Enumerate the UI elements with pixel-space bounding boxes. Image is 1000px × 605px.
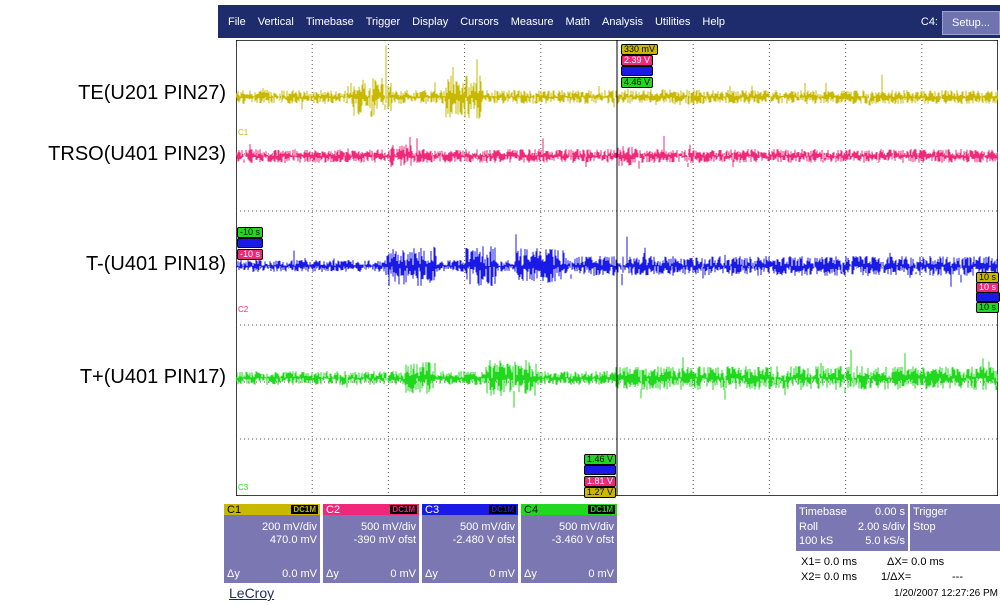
tag-c3-top (621, 66, 653, 76)
channel-c2-header: C2 DC1M (323, 503, 419, 516)
tag-c4-right: 10 s (976, 302, 1000, 313)
lecroy-logo: LeCroy (229, 585, 275, 601)
active-channel-label: C4: (920, 16, 938, 28)
channel-c1-delta-value: 0.0 mV (282, 568, 317, 580)
menu-utilities[interactable]: Utilities (654, 15, 691, 28)
menu-bar: File Vertical Timebase Trigger Display C… (218, 5, 1000, 38)
trace-label-trso: TRSO(U401 PIN23) (48, 143, 226, 165)
tag-c3-bottom (584, 465, 616, 475)
c1-ground-marker: C1 (238, 128, 249, 137)
cursor-x1: X1= 0.0 ms (801, 556, 857, 568)
channel-c3-panel[interactable]: C3 DC1M 500 mV/div -2.480 V ofst Δy 0 mV (422, 504, 518, 583)
menu-display[interactable]: Display (412, 15, 449, 28)
channel-c4-name: C4 (524, 503, 539, 516)
channel-c1-scale: 200 mV/div (261, 521, 317, 533)
trace-label-t-minus: T-(U401 PIN18) (85, 253, 226, 275)
tag-c1-top: 330 mV (621, 44, 659, 55)
trigger-title: Trigger (913, 506, 948, 518)
c2-ground-marker: C2 (238, 305, 249, 314)
timestamp: 1/20/2007 12:27:26 PM (894, 588, 998, 599)
cursor-x2: X2= 0.0 ms (801, 571, 857, 583)
channel-c4-scale: 500 mV/div (558, 521, 614, 533)
setup-button[interactable]: Setup... (942, 11, 1000, 35)
channel-c3-name: C3 (425, 503, 440, 516)
cursor-inverse-delta-x-value: --- (952, 571, 963, 583)
tag-c2-left: -10 s (237, 249, 264, 260)
channel-c4-panel[interactable]: C4 DC1M 500 mV/div -3.460 V ofst Δy 0 mV (521, 504, 617, 583)
channel-c2-scale: 500 mV/div (360, 521, 416, 533)
tag-c4-bottom: 1.46 V (584, 454, 617, 465)
channel-c2-panel[interactable]: C2 DC1M 500 mV/div -390 mV ofst Δy 0 mV (323, 504, 419, 583)
trigger-state: Stop (913, 521, 936, 533)
channel-c4-delta-value: 0 mV (588, 568, 614, 580)
trace-c1 (236, 45, 998, 119)
timebase-title: Timebase (799, 506, 847, 518)
menu-measure[interactable]: Measure (510, 15, 554, 28)
channel-c2-delta-label: Δy (326, 568, 339, 580)
channel-c1-delta-label: Δy (227, 568, 240, 580)
tag-c1-bottom: 1.27 V (584, 487, 617, 498)
menu-timebase[interactable]: Timebase (305, 15, 354, 28)
tag-c3-left (237, 238, 263, 248)
timebase-rate: 2.00 s/div (857, 521, 905, 533)
channel-c3-delta-label: Δy (425, 568, 438, 580)
timebase-delay: 0.00 s (875, 506, 905, 518)
tag-c2-bottom: 1.81 V (584, 476, 617, 487)
trace-c2 (236, 135, 998, 169)
channel-c1-offset: 470.0 mV (269, 534, 317, 546)
channel-c4-delta-label: Δy (524, 568, 537, 580)
trace-c4 (236, 349, 998, 408)
menu-vertical[interactable]: Vertical (257, 15, 294, 28)
channel-c3-coupling: DC1M (489, 505, 516, 514)
channel-c4-offset: -3.460 V ofst (551, 534, 614, 546)
waveform-traces (236, 45, 998, 408)
trigger-panel[interactable]: Trigger Stop (910, 504, 1000, 551)
waveform-display: C1 C2 C3 (236, 40, 998, 496)
channel-c1-header: C1 DC1M (224, 503, 320, 516)
tag-c3-right (976, 292, 1000, 302)
tag-c2-top: 2.39 V (621, 55, 654, 66)
menu-file[interactable]: File (228, 15, 246, 28)
cursor-delta-x: ΔX= 0.0 ms (887, 556, 945, 568)
channel-c3-header: C3 DC1M (422, 503, 518, 516)
menu-cursors[interactable]: Cursors (460, 15, 499, 28)
c4-ground-marker: C3 (238, 483, 249, 492)
channel-c2-name: C2 (326, 503, 341, 516)
channel-c3-offset: -2.480 V ofst (452, 534, 515, 546)
timebase-sample-rate: 5.0 kS/s (865, 535, 905, 547)
cursor-inverse-delta-x: 1/ΔX= (881, 571, 912, 583)
channel-c3-scale: 500 mV/div (459, 521, 515, 533)
menu-trigger[interactable]: Trigger (365, 15, 401, 28)
trace-label-t-plus: T+(U401 PIN17) (79, 366, 226, 388)
channel-c2-delta-value: 0 mV (390, 568, 416, 580)
timebase-samples: 100 kS (799, 535, 834, 547)
tag-c4-left: -10 s (237, 227, 264, 238)
channel-c1-panel[interactable]: C1 DC1M 200 mV/div 470.0 mV Δy 0.0 mV (224, 504, 320, 583)
trace-label-te: TE(U201 PIN27) (78, 82, 226, 104)
channel-c3-delta-value: 0 mV (489, 568, 515, 580)
timebase-panel[interactable]: Timebase 0.00 s Roll 2.00 s/div 100 kS 5… (796, 504, 908, 551)
channel-c4-header: C4 DC1M (521, 503, 617, 516)
channel-c1-coupling: DC1M (291, 505, 318, 514)
trace-c3 (236, 234, 998, 287)
tag-c4-top: 4.46 V (621, 77, 654, 88)
menu-math[interactable]: Math (565, 15, 590, 28)
menu-help[interactable]: Help (702, 15, 726, 28)
timebase-mode: Roll (799, 521, 818, 533)
channel-c2-coupling: DC1M (390, 505, 417, 514)
channel-c4-coupling: DC1M (588, 505, 615, 514)
channel-c1-name: C1 (227, 503, 242, 516)
channel-c2-offset: -390 mV ofst (353, 534, 416, 546)
menu-analysis[interactable]: Analysis (602, 15, 643, 28)
